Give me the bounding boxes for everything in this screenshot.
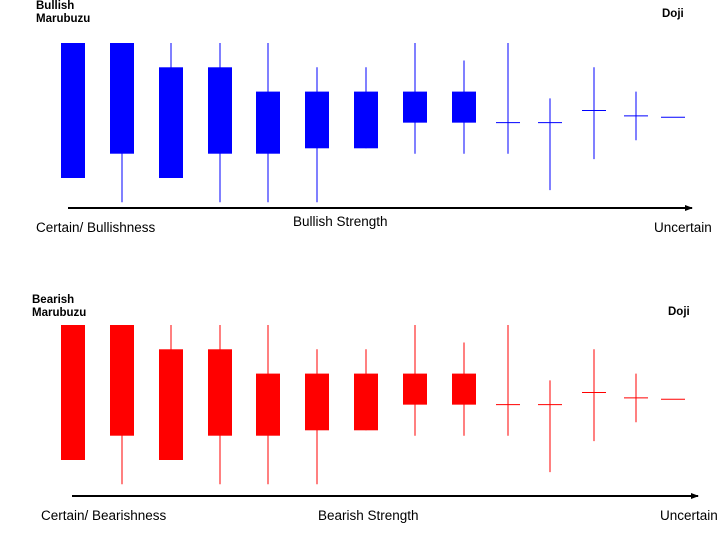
bearish-axis-center-label: Bearish Strength — [318, 508, 419, 523]
bullish-candle-4-body — [208, 67, 232, 154]
bullish-candle-2-body — [110, 43, 134, 154]
bullish-candle-5-body — [256, 91, 280, 154]
bearish-candle-3-body — [159, 349, 183, 460]
bullish-candle-1-body — [61, 43, 85, 178]
bullish-axis-right-label: Uncertain — [654, 220, 712, 235]
bullish-candle-9-body — [452, 91, 476, 123]
bullish-marubozu-title: Bullish Marubuzu — [36, 0, 90, 26]
bearish-marubozu-title: Bearish Marubuzu — [32, 294, 86, 320]
bearish-doji-title: Doji — [668, 306, 690, 318]
bullish-axis-center-label: Bullish Strength — [293, 214, 388, 229]
bullish-candles — [61, 43, 685, 203]
bearish-candle-9-body — [452, 373, 476, 405]
bullish-candle-7-body — [354, 91, 378, 149]
bearish-candle-2-body — [110, 325, 134, 436]
bullish-axis-left-label: Certain/ Bullishness — [36, 220, 156, 235]
bearish-candle-7-body — [354, 373, 378, 431]
bearish-title-line2: Marubuzu — [32, 307, 87, 319]
bullish-title-line1: Bullish — [36, 0, 75, 12]
bullish-candle-6-body — [305, 91, 329, 149]
bullish-title-line2: Marubuzu — [36, 13, 91, 25]
bearish-axis-left-label: Certain/ Bearishness — [41, 508, 167, 523]
bearish-candle-6-body — [305, 373, 329, 431]
bearish-title-line1: Bearish — [32, 294, 75, 306]
bearish-candle-1-body — [61, 325, 85, 460]
bullish-candle-8-body — [403, 91, 427, 123]
bullish-candle-3-body — [159, 67, 183, 178]
bearish-candle-5-body — [256, 373, 280, 436]
bearish-axis-right-label: Uncertain — [660, 508, 718, 523]
bearish-candles — [61, 325, 685, 485]
bearish-candle-4-body — [208, 349, 232, 436]
bullish-doji-title: Doji — [662, 8, 684, 20]
bearish-candle-8-body — [403, 373, 427, 405]
